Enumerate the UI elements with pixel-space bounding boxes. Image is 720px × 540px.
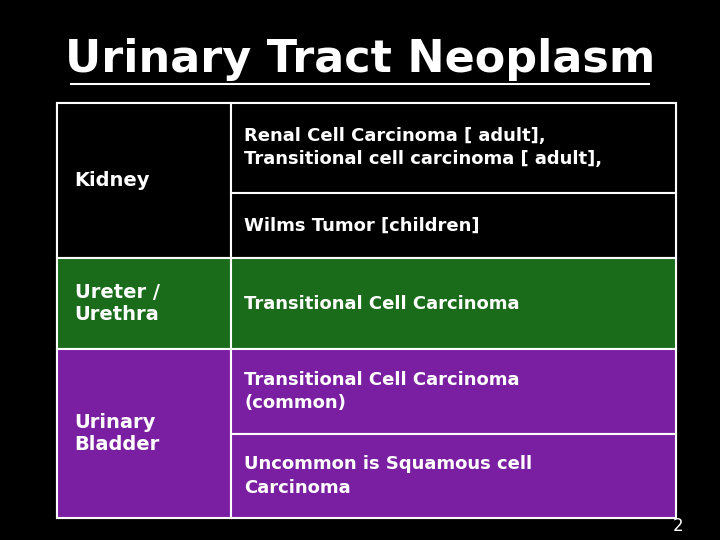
Text: Wilms Tumor [children]: Wilms Tumor [children] [244, 217, 480, 234]
Bar [230, 434, 676, 518]
Bar [230, 434, 676, 518]
Bar [58, 258, 230, 349]
Text: Ureter /
Urethra: Ureter / Urethra [75, 283, 160, 324]
Text: Urinary Tract Neoplasm: Urinary Tract Neoplasm [65, 38, 655, 81]
Bar [230, 349, 676, 434]
Bar [58, 349, 230, 518]
Bar [58, 103, 230, 258]
Text: Kidney: Kidney [75, 171, 150, 190]
Bar [58, 258, 230, 349]
Bar [58, 103, 676, 518]
Bar [230, 349, 676, 434]
Bar [230, 258, 676, 349]
Text: Transitional Cell Carcinoma: Transitional Cell Carcinoma [244, 295, 520, 313]
Text: 2: 2 [672, 517, 683, 535]
Bar [230, 193, 676, 258]
Text: Uncommon is Squamous cell
Carcinoma: Uncommon is Squamous cell Carcinoma [244, 455, 532, 497]
Bar [230, 103, 676, 193]
Bar [230, 258, 676, 349]
Bar [58, 349, 230, 518]
Bar [230, 193, 676, 258]
Bar [58, 103, 230, 258]
Text: Urinary
Bladder: Urinary Bladder [75, 413, 160, 454]
Text: Renal Cell Carcinoma [ adult],
Transitional cell carcinoma [ adult],: Renal Cell Carcinoma [ adult], Transitio… [244, 127, 602, 168]
Bar [230, 103, 676, 193]
Text: Transitional Cell Carcinoma
(common): Transitional Cell Carcinoma (common) [244, 371, 520, 413]
